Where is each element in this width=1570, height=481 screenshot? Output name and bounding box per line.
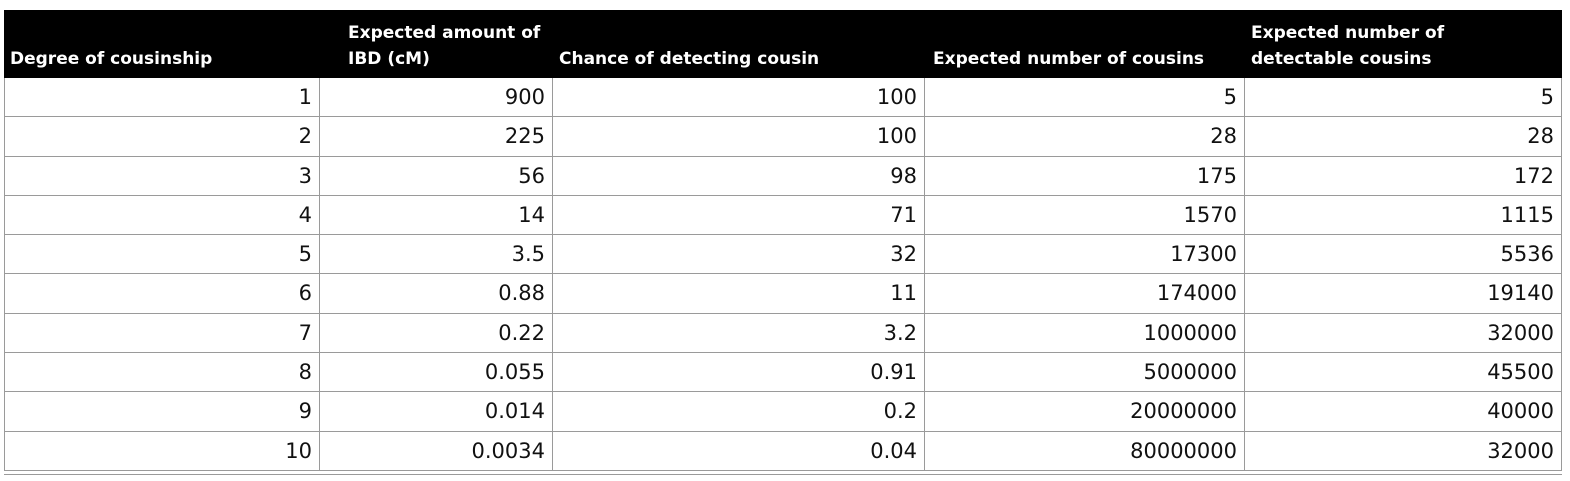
header-cell: Chance of detecting cousin — [553, 10, 925, 78]
cell: 32000 — [1245, 431, 1562, 470]
cell: 1115 — [1245, 195, 1562, 235]
header-cell: Degree of cousinship — [4, 10, 320, 78]
cell: 56 — [320, 156, 553, 195]
cell: 2 — [4, 117, 320, 156]
cell: 98 — [553, 156, 925, 195]
cell: 0.055 — [320, 353, 553, 392]
cell: 17300 — [925, 235, 1245, 274]
cell: 0.2 — [553, 392, 925, 431]
cell: 0.91 — [553, 353, 925, 392]
header-text: IBD (cM) — [348, 49, 430, 69]
cell: 40000 — [1245, 392, 1562, 431]
header-text: Expected number of cousins — [933, 49, 1205, 69]
cell: 32 — [553, 235, 925, 274]
cell: 80000000 — [925, 431, 1245, 470]
cell: 10 — [4, 431, 320, 470]
cell: 900 — [320, 78, 553, 117]
cell: 1570 — [925, 195, 1245, 235]
cell: 20000000 — [925, 392, 1245, 431]
cell: 0.014 — [320, 392, 553, 431]
cell: 5 — [4, 235, 320, 274]
cell: 19140 — [1245, 274, 1562, 313]
cell: 5 — [1245, 78, 1562, 117]
header-text: Expected number of — [1251, 23, 1445, 43]
cell: 28 — [1245, 117, 1562, 156]
cell: 1 — [4, 78, 320, 117]
table-row: 2 225 100 28 28 — [4, 117, 1562, 157]
table-row: 6 0.88 11 174000 19140 — [4, 274, 1562, 314]
cell: 71 — [553, 195, 925, 235]
cell: 0.88 — [320, 274, 553, 313]
cell: 175 — [925, 156, 1245, 195]
cell: 6 — [4, 274, 320, 313]
table-row: 9 0.014 0.2 20000000 40000 — [4, 392, 1562, 432]
cell: 225 — [320, 117, 553, 156]
cell: 0.04 — [553, 431, 925, 470]
cell: 172 — [1245, 156, 1562, 195]
cell: 32000 — [1245, 313, 1562, 353]
header-cell: Expected number of detectable cousins — [1245, 10, 1562, 78]
cell: 3 — [4, 156, 320, 195]
table-row: 10 0.0034 0.04 80000000 32000 — [4, 431, 1562, 471]
cell: 5536 — [1245, 235, 1562, 274]
cell: 45500 — [1245, 353, 1562, 392]
cell: 3.5 — [320, 235, 553, 274]
cell: 28 — [925, 117, 1245, 156]
header-row: Degree of cousinship Expected amount of IB… — [4, 10, 1562, 78]
cell: 1000000 — [925, 313, 1245, 353]
cell: 7 — [4, 313, 320, 353]
cell: 8 — [4, 353, 320, 392]
cell: 11 — [553, 274, 925, 313]
cell: 100 — [553, 78, 925, 117]
table-row: 8 0.055 0.91 5000000 45500 — [4, 353, 1562, 393]
cell: 0.22 — [320, 313, 553, 353]
table-row: 4 14 71 1570 1115 — [4, 195, 1562, 236]
header-cell: Expected number of cousins — [925, 10, 1245, 78]
cell: 14 — [320, 195, 553, 235]
header-text: Chance of detecting cousin — [559, 49, 820, 69]
header-text: Expected amount of — [348, 23, 541, 43]
cell: 3.2 — [553, 313, 925, 353]
table-row: 5 3.5 32 17300 5536 — [4, 235, 1562, 275]
table-row: 7 0.22 3.2 1000000 32000 — [4, 313, 1562, 354]
cell: 5 — [925, 78, 1245, 117]
cell: 9 — [4, 392, 320, 431]
header-cell: Expected amount of IBD (cM) — [320, 10, 553, 78]
table-row: 3 56 98 175 172 — [4, 156, 1562, 196]
cell: 174000 — [925, 274, 1245, 313]
table-row: 1 900 100 5 5 — [4, 78, 1562, 118]
cell: 100 — [553, 117, 925, 156]
cell: 5000000 — [925, 353, 1245, 392]
header-text: Degree of cousinship — [10, 49, 213, 69]
header-text: detectable cousins — [1251, 49, 1432, 69]
table: Degree of cousinship Expected amount of IB… — [4, 10, 1562, 471]
table-bottom-rule — [4, 474, 1562, 475]
cell: 0.0034 — [320, 431, 553, 470]
cell: 4 — [4, 195, 320, 235]
